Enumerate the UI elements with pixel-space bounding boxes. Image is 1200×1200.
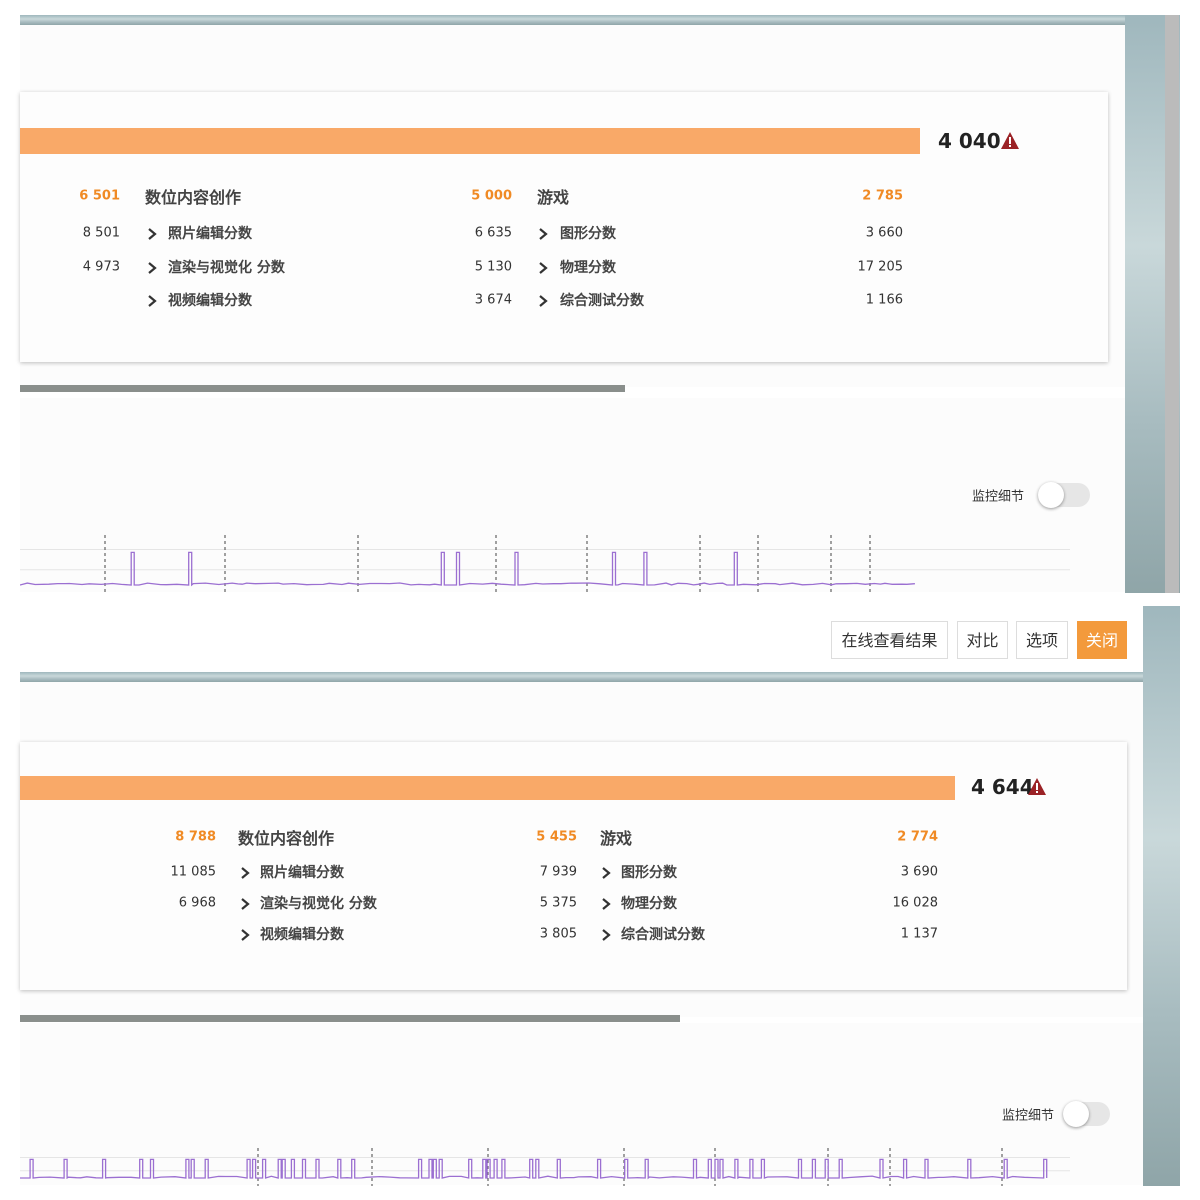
background-scenery — [1143, 606, 1180, 1186]
group-score: 5 000 — [471, 188, 512, 204]
monitoring-trace — [19, 535, 1070, 593]
chevron[interactable] — [601, 927, 611, 941]
sub-score: 6 968 — [178, 895, 216, 911]
chevron[interactable] — [601, 865, 611, 879]
sub-score: 3 690 — [900, 864, 938, 880]
sub-score-label[interactable]: 图形分数 — [621, 865, 677, 881]
sub-score: 11 085 — [170, 864, 217, 880]
chevron[interactable] — [240, 896, 250, 910]
group-title: 游戏 — [537, 188, 570, 207]
sub-score: 5 130 — [474, 259, 512, 275]
group-score: 2 774 — [897, 829, 938, 845]
monitor-toggle[interactable] — [1063, 1101, 1110, 1127]
sub-score-label[interactable]: 物理分数 — [621, 896, 677, 912]
sub-score: 6 635 — [474, 225, 512, 241]
sub-score: 8 501 — [82, 225, 120, 241]
sub-score-label[interactable]: 综合测试分数 — [560, 293, 644, 309]
background-strip — [20, 672, 1143, 682]
warning-icon — [1027, 777, 1047, 797]
sub-score: 3 674 — [474, 292, 512, 308]
sub-score-label[interactable]: 图形分数 — [560, 226, 616, 242]
sub-score: 1 166 — [865, 292, 903, 308]
chevron[interactable] — [147, 260, 157, 274]
group-score: 2 785 — [862, 188, 903, 204]
scrollbar — [1165, 15, 1179, 593]
sub-score-label[interactable]: 渲染与视觉化 分数 — [260, 896, 377, 912]
group-title: 数位内容创作 — [238, 829, 335, 848]
background-strip — [20, 385, 625, 392]
sub-score: 7 939 — [539, 864, 577, 880]
warning-icon — [1000, 131, 1020, 151]
sub-score: 17 205 — [857, 259, 904, 275]
sub-score-label[interactable]: 视频编辑分数 — [260, 927, 344, 943]
group-title: 数位内容创作 — [145, 188, 242, 207]
background-strip — [20, 1015, 680, 1022]
score-bar — [20, 776, 955, 800]
button[interactable]: 在线查看结果 — [831, 621, 948, 659]
monitor-label: 监控细节 — [1002, 1108, 1055, 1124]
overall-score: 4 040 — [938, 129, 1001, 153]
chevron[interactable] — [538, 293, 548, 307]
monitoring-area — [20, 398, 1125, 592]
group-score: 6 501 — [79, 188, 120, 204]
sub-score: 16 028 — [892, 895, 939, 911]
chevron[interactable] — [147, 293, 157, 307]
sub-score: 3 805 — [539, 926, 577, 942]
monitor-label: 监控细节 — [972, 489, 1025, 505]
sub-score: 1 137 — [900, 926, 938, 942]
button[interactable]: 选项 — [1016, 621, 1068, 659]
group-title: 游戏 — [600, 829, 633, 848]
chevron[interactable] — [240, 865, 250, 879]
chevron[interactable] — [538, 260, 548, 274]
sub-score-label[interactable]: 物理分数 — [560, 260, 616, 276]
chevron[interactable] — [601, 896, 611, 910]
sub-score: 4 973 — [82, 259, 120, 275]
group-score: 8 788 — [175, 829, 216, 845]
monitoring-trace — [20, 1148, 1070, 1186]
chevron[interactable] — [538, 226, 548, 240]
background-strip — [20, 15, 1125, 25]
score-bar — [20, 128, 920, 154]
chevron[interactable] — [147, 226, 157, 240]
sub-score-label[interactable]: 照片编辑分数 — [168, 226, 252, 242]
button[interactable]: 对比 — [957, 621, 1008, 659]
chevron[interactable] — [240, 927, 250, 941]
sub-score: 3 660 — [865, 225, 903, 241]
sub-score-label[interactable]: 视频编辑分数 — [168, 293, 252, 309]
overall-score: 4 644 — [971, 775, 1034, 799]
sub-score-label[interactable]: 照片编辑分数 — [260, 865, 344, 881]
sub-score: 5 375 — [539, 895, 577, 911]
button[interactable]: 关闭 — [1077, 621, 1127, 659]
group-score: 5 455 — [536, 829, 577, 845]
sub-score-label[interactable]: 渲染与视觉化 分数 — [168, 260, 285, 276]
sub-score-label[interactable]: 综合测试分数 — [621, 927, 705, 943]
monitor-toggle[interactable] — [1038, 482, 1090, 508]
